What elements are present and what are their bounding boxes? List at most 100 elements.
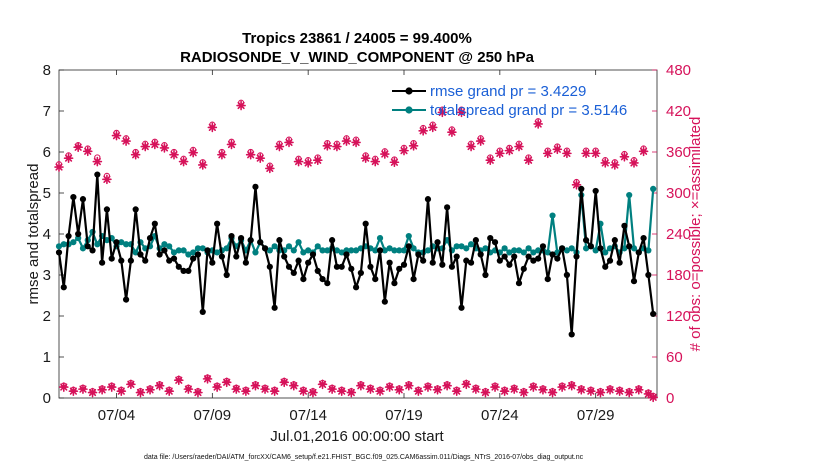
totalspread-point	[602, 249, 609, 256]
obs-assimilated-marker	[78, 384, 88, 394]
obs-assimilated-marker	[418, 126, 428, 136]
totalspread-point	[300, 249, 307, 256]
rmse-point	[84, 243, 91, 250]
totalspread-point	[319, 247, 326, 254]
rmse-point	[515, 280, 523, 287]
rmse-point	[319, 276, 326, 283]
totalspread-point	[506, 249, 513, 256]
totalspread-point	[650, 185, 657, 192]
obs-assimilated-marker	[193, 387, 203, 398]
rmse-point	[113, 239, 120, 246]
obs-assimilated-marker	[610, 160, 620, 170]
rmse-point	[381, 298, 388, 305]
totalspread-point	[305, 247, 312, 254]
obs-assimilated-marker	[63, 153, 74, 163]
totalspread-point	[295, 239, 302, 246]
obs-assimilated-marker	[485, 155, 496, 165]
obs-assimilated-marker	[523, 155, 534, 165]
obs-assimilated-marker	[106, 382, 117, 392]
rmse-point	[650, 310, 657, 318]
right-y-tick-label: 240	[666, 226, 691, 243]
rmse-point	[482, 271, 489, 279]
rmse-point	[271, 304, 278, 311]
rmse-point	[89, 247, 96, 254]
obs-assimilated-marker	[274, 141, 285, 152]
obs-assimilated-marker	[360, 153, 371, 163]
totalspread-point	[190, 249, 197, 256]
obs-assimilated-marker	[566, 380, 577, 391]
totalspread-point	[582, 245, 590, 252]
rmse-point	[185, 267, 192, 274]
rmse-point	[257, 239, 264, 246]
rmse-point	[60, 284, 67, 291]
rmse-point	[578, 185, 585, 192]
obs-assimilated-marker	[427, 122, 438, 133]
obs-assimilated-marker	[164, 386, 175, 396]
totalspread-point	[458, 243, 465, 250]
obs-assimilated-marker	[159, 143, 170, 153]
obs-assimilated-marker	[260, 384, 270, 394]
rmse-point	[266, 263, 273, 270]
obs-assimilated-marker	[576, 384, 587, 395]
right-y-tick-label: 0	[666, 390, 674, 407]
rmse-point	[166, 257, 173, 264]
obs-assimilated-marker	[509, 384, 520, 394]
obs-assimilated-marker	[624, 387, 635, 398]
obs-assimilated-marker	[111, 130, 122, 141]
rmse-point	[170, 255, 178, 262]
obs-assimilated-marker	[317, 379, 328, 390]
rmse-point	[520, 265, 527, 272]
totalspread-point	[405, 232, 412, 240]
totalspread-point	[549, 212, 556, 219]
totalspread-point	[525, 245, 532, 252]
rmse-point	[549, 251, 556, 258]
totalspread-point	[501, 245, 508, 252]
right-y-tick-label: 420	[666, 103, 691, 120]
rmse-point	[635, 249, 642, 256]
y-tick-label: 2	[43, 308, 51, 325]
obs-assimilated-marker	[356, 380, 366, 391]
rmse-point	[161, 247, 168, 254]
obs-assimilated-marker	[202, 374, 213, 384]
obs-assimilated-marker	[528, 382, 539, 392]
totalspread-point	[271, 243, 278, 250]
chart-title-line2: RADIOSONDE_V_WIND_COMPONENT @ 250 hPa	[180, 49, 535, 66]
totalspread-point	[314, 243, 321, 250]
rmse-point	[338, 263, 345, 270]
rmse-point	[79, 196, 87, 203]
totalspread-point	[463, 245, 470, 252]
right-y-tick-label: 120	[666, 308, 691, 325]
right-y-tick-label: 60	[666, 349, 683, 366]
rmse-point	[415, 251, 422, 258]
rmse-point	[333, 263, 341, 270]
data-file-footer: data file: /Users/raeder/DAI/ATM_forcXX/…	[144, 454, 584, 461]
rmse-point	[592, 187, 599, 195]
totalspread-point	[621, 245, 628, 252]
totalspread-point	[166, 243, 173, 250]
chart-title-line1: Tropics 23861 / 24005 = 99.400%	[242, 30, 472, 47]
obs-assimilated-marker	[365, 384, 376, 394]
rmse-point	[559, 245, 566, 252]
x-tick-label: 07/04	[98, 407, 136, 424]
obs-assimilated-marker	[600, 158, 611, 168]
rmse-point	[616, 259, 623, 266]
obs-assimilated-marker	[265, 163, 275, 174]
obs-assimilated-marker	[92, 156, 103, 167]
totalspread-point	[180, 247, 187, 254]
obs-assimilated-marker	[303, 158, 313, 168]
rmse-point	[99, 259, 106, 266]
obs-assimilated-marker	[97, 384, 107, 395]
totalspread-point	[185, 251, 192, 258]
obs-assimilated-marker	[461, 379, 472, 390]
totalspread-point	[252, 249, 259, 256]
obs-assimilated-marker	[346, 387, 357, 398]
right-y-tick-label: 300	[666, 185, 691, 202]
x-axis-ticks: 07/04 07/09 07/14 07/19 07/24 07/29	[98, 70, 614, 424]
obs-assimilated-marker	[389, 157, 400, 168]
obs-assimilated-marker	[135, 387, 146, 398]
rmse-point	[424, 196, 432, 203]
totalspread-point	[175, 247, 182, 254]
rmse-point	[65, 232, 72, 240]
obs-assimilated-marker	[638, 146, 649, 157]
